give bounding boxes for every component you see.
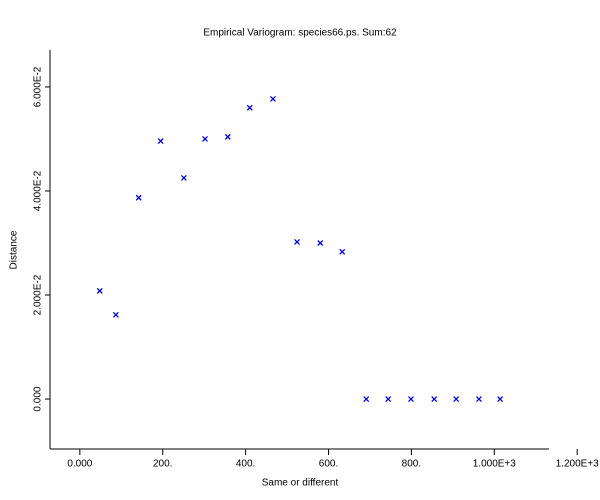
y-tick-label: 2.000E-2 xyxy=(33,274,44,315)
point xyxy=(453,396,460,403)
point xyxy=(135,194,142,201)
point xyxy=(363,396,370,403)
x-axis-label: Same or different xyxy=(262,478,339,489)
y-tick-label: 6.000E-2 xyxy=(33,66,44,107)
point xyxy=(385,396,392,403)
point xyxy=(270,95,276,102)
x-tick-label: 1.000E+3 xyxy=(473,459,517,470)
point xyxy=(224,133,231,140)
x-tick-label: 1.200E+3 xyxy=(556,459,600,470)
point xyxy=(180,175,187,181)
point xyxy=(475,396,482,403)
chart-title: Empirical Variogram: species66.ps. Sum:6… xyxy=(203,28,397,39)
x-tick-label: 600. xyxy=(319,459,338,470)
x-tick-label: 400. xyxy=(236,459,255,470)
point xyxy=(294,238,300,245)
point xyxy=(431,396,438,403)
point xyxy=(96,287,103,294)
point xyxy=(497,396,504,403)
y-tick-label: 4.000E-2 xyxy=(33,170,44,211)
x-tick-label: 0.000 xyxy=(67,459,92,470)
point xyxy=(112,311,119,318)
x-tick-label: 200. xyxy=(153,459,172,470)
y-tick-label: 0.000 xyxy=(33,386,44,411)
point xyxy=(317,240,324,246)
point xyxy=(157,138,164,144)
y-axis-label: Distance xyxy=(9,230,20,269)
point xyxy=(408,396,414,403)
point xyxy=(202,135,208,142)
point xyxy=(246,104,253,111)
point xyxy=(339,248,346,255)
x-tick-label: 800. xyxy=(402,459,421,470)
